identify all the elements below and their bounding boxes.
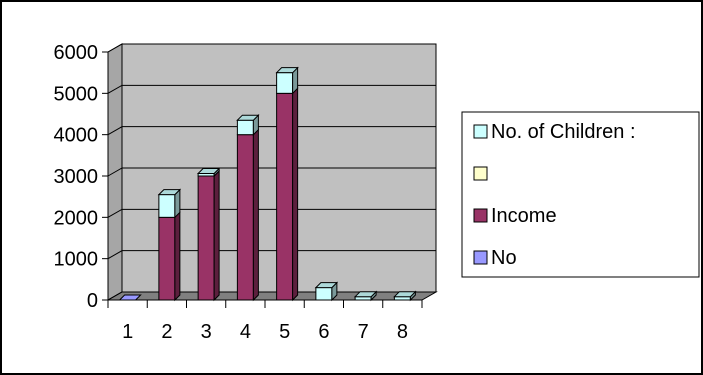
x-tick-label: 7: [358, 321, 369, 343]
bar-top: [353, 291, 378, 298]
bar-top: [196, 168, 221, 175]
bar-segment-front: [236, 119, 254, 136]
gridline: [107, 208, 436, 218]
bar-segment-side: [174, 211, 181, 302]
bar-segment-side: [292, 87, 299, 302]
x-tick-label: 1: [122, 321, 133, 343]
legend: No. of Children : Income No: [461, 111, 700, 278]
bar-top: [275, 67, 299, 74]
gridline: [107, 43, 436, 53]
legend-swatch: [473, 250, 488, 265]
legend-swatch: [473, 166, 488, 181]
bar-segment-front: [276, 92, 294, 301]
gridline: [107, 84, 436, 94]
y-tick-label: 6000: [54, 42, 99, 64]
legend-box: [461, 111, 700, 278]
bar-top: [314, 282, 339, 289]
bar-segment-front: [197, 175, 215, 301]
x-tick-label: 5: [279, 321, 290, 343]
y-tick-label: 3000: [54, 166, 99, 188]
bar-top: [157, 189, 182, 196]
gridline: [107, 126, 436, 136]
x-tick-label: 3: [201, 321, 212, 343]
bar-segment-front: [315, 287, 333, 301]
x-tick-label: 2: [161, 321, 172, 343]
legend-label: No. of Children :: [491, 121, 636, 143]
legend-swatch: [473, 124, 488, 139]
x-tick-label: 6: [318, 321, 329, 343]
legend-label: No: [491, 247, 517, 269]
y-tick-label: 0: [87, 290, 98, 312]
y-tick-label: 5000: [54, 83, 99, 105]
floor: [106, 291, 438, 301]
gridline: [107, 250, 436, 260]
bars-layer: [118, 66, 417, 302]
y-tick-label: 4000: [54, 125, 99, 147]
bar-top: [236, 114, 260, 121]
bar-segment-side: [252, 128, 259, 302]
legend-label: Income: [491, 205, 557, 227]
axes-layer: 0 1000 2000 3000 4000 5000 6000 1 2 3 4 5 6 7 8: [54, 42, 423, 343]
x-tick-label: 8: [397, 321, 408, 343]
x-tick-label: 4: [240, 321, 251, 343]
legend-swatch: [473, 208, 488, 223]
bar-segment-side: [213, 169, 220, 302]
y-tick-label: 1000: [54, 249, 99, 271]
bar-top: [393, 291, 417, 298]
bar-segment-front: [236, 134, 254, 301]
bar-segment-front: [158, 194, 176, 218]
gridline: [107, 167, 436, 177]
plot-area: [106, 43, 438, 301]
bar-segment-front: [158, 216, 176, 301]
bar-segment-front: [276, 72, 294, 94]
y-tick-label: 2000: [54, 207, 99, 229]
